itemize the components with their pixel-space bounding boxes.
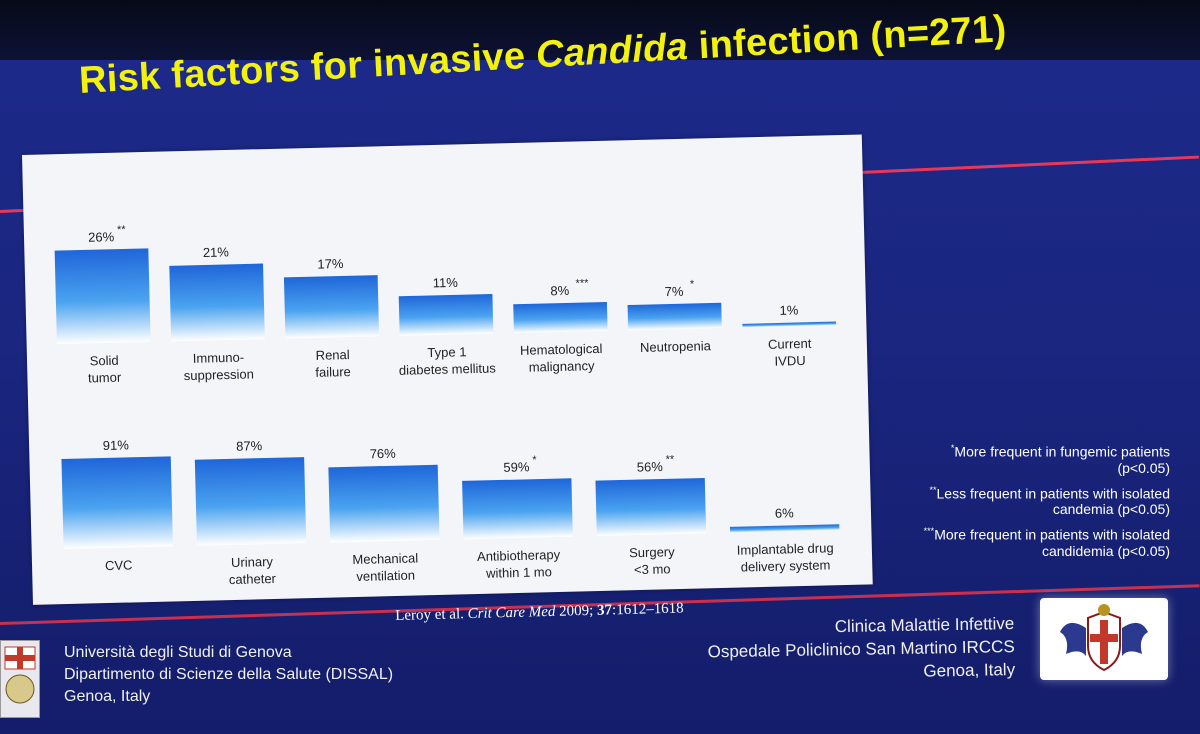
university-logo [0,640,40,718]
top-bar-2 [169,263,265,342]
chart-panel: 26% ** Solid tumor 21% Immuno-suppression 17% R… [22,134,873,605]
top-value-label-2: 21% [203,244,230,260]
citation-pages: :1612–1618 [611,600,684,619]
citation-journal: Crit Care Med [467,603,556,623]
bottom-bar-1 [61,456,173,550]
top-bar-4 [398,293,494,336]
bottom-category-label-3-line-2: ventilation [356,568,415,584]
top-value-label-6: 7% [665,284,685,299]
bottom-category-label-1-line-1: CVC [105,557,133,573]
citation-volume: 37 [596,602,613,619]
top-category-label-4-line-1: Type 1 [427,344,466,360]
bottom-bar-6 [729,524,840,533]
bottom-value-label-6: 6% [775,505,795,520]
top-bar-1 [54,248,151,345]
top-category-label-6-line-1: Neutropenia [640,338,712,355]
bottom-category-label-5-line-1: Surgery [629,544,675,560]
bottom-category-label-4-line-1: Antibiotherapy [477,547,561,564]
top-category-label-7-line-2: IVDU [774,353,805,369]
footnotes: *More frequent in fungemic patients (p<0… [920,440,1170,565]
bottom-bar-2 [194,457,307,546]
bottom-bar-4 [462,478,573,540]
footnote-1: *More frequent in fungemic patients (p<0… [920,440,1170,476]
bottom-value-label-4: 59% [503,459,530,475]
footnote-1-text: More frequent in fungemic patients (p<0.… [954,443,1170,476]
footnote-3-mark: *** [923,526,935,537]
left-affiliation-line2: Dipartimento di Scienze della Salute (DI… [64,666,394,683]
bottom-value-label-5: 56% [637,459,664,475]
top-category-label-5-line-1: Hematological [520,341,603,358]
bottom-value-label-1: 91% [103,437,130,453]
top-value-label-7: 1% [779,302,799,317]
left-affiliation-line3: Genoa, Italy [64,688,151,705]
bottom-value-label-2: 87% [236,438,263,454]
bottom-category-label-3-line-1: Mechanical [352,550,418,567]
top-category-label-2-line-2: suppression [184,366,254,383]
citation-authors: Leroy et al. [395,606,468,624]
footnote-2-text: Less frequent in patients with isolated … [936,485,1170,518]
top-category-label-2-line-1: Immuno- [193,350,245,366]
right-affiliation: Clinica Malattie Infettive Ospedale Poli… [707,612,1015,686]
bottom-significance-marker-4: * [532,454,537,466]
bottom-bar-3 [328,464,440,543]
room-dark-area [0,0,1200,60]
bottom-category-label-4-line-2: within 1 mo [485,564,552,581]
top-significance-marker-6: * [690,278,695,290]
top-category-label-7-line-1: Current [768,336,812,352]
top-category-label-3-line-2: failure [315,364,351,380]
top-category-label-3-line-1: Renal [316,347,350,363]
bottom-significance-marker-5: ** [665,454,675,466]
top-bar-6 [627,302,722,331]
top-bar-7 [742,321,837,328]
bottom-category-label-2-line-1: Urinary [231,554,274,570]
bottom-value-label-3: 76% [370,446,397,462]
left-affiliation: Università degli Studi di Genova Diparti… [64,642,393,708]
top-value-label-3: 17% [317,256,344,272]
footnote-1-mark: * [950,443,955,453]
bottom-category-label-6-line-2: delivery system [741,557,831,574]
top-category-label-1-line-2: tumor [88,370,122,386]
top-value-label-5: 8% [550,283,570,298]
bottom-bar-5 [595,477,707,537]
footnote-3: ***More frequent in patients with isolat… [920,523,1170,559]
top-category-label-1-line-1: Solid [90,353,119,369]
top-significance-marker-1: ** [117,224,127,236]
left-affiliation-line1: Università degli Studi di Genova [64,644,292,661]
top-bar-5 [513,301,608,334]
bottom-category-label-6-line-1: Implantable drug [737,540,834,557]
top-value-label-4: 11% [433,275,459,291]
top-category-label-5-line-2: malignancy [529,358,596,375]
bottom-category-label-5-line-2: <3 mo [634,561,671,577]
bar-charts-svg: 26% **Solidtumor21%Immuno-suppression17%R… [54,224,840,587]
citation-year: 2009; [555,602,598,620]
title-italic: Candida [534,25,690,77]
hospital-crest-logo [1040,598,1168,680]
footnote-2: **Less frequent in patients with isolate… [920,482,1171,518]
footnote-3-text: More frequent in patients with isolated … [934,526,1170,559]
top-significance-marker-5: *** [575,277,589,289]
top-category-label-4-line-2: diabetes mellitus [399,360,497,377]
top-bar-3 [283,275,380,339]
top-value-label-1: 26% [88,229,115,245]
footnote-2-mark: ** [929,484,937,495]
bottom-category-label-2-line-2: catheter [229,571,277,587]
